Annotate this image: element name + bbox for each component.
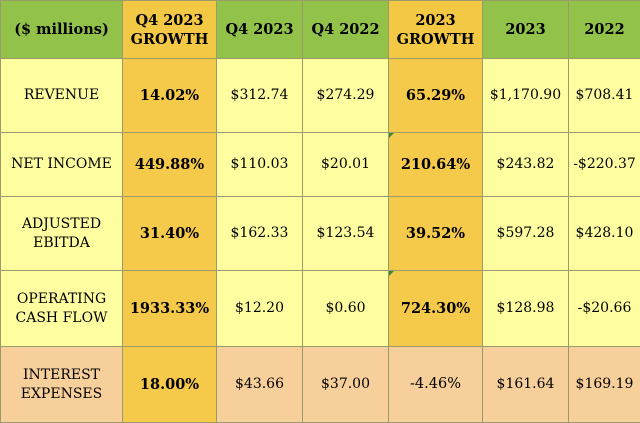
cell-q4-2023: $110.03 [217,133,303,197]
cell-2023-growth: -4.46% [389,347,483,423]
cell-q4-growth: 1933.33% [123,271,217,347]
cell-q4-2022: $274.29 [303,59,389,133]
cell-2023: $1,170.90 [483,59,569,133]
header-2023: 2023 [483,1,569,59]
cell-q4-growth: 31.40% [123,197,217,271]
header-q4-2023: Q4 2023 [217,1,303,59]
table-row-net-income: NET INCOME 449.88% $110.03 $20.01 210.64… [1,133,640,197]
header-label: ($ millions) [1,1,123,59]
cell-2023-growth: 65.29% [389,59,483,133]
row-label: NET INCOME [1,133,123,197]
header-q4-2023-growth: Q4 2023 GROWTH [123,1,217,59]
row-label: INTEREST EXPENSES [1,347,123,423]
cell-q4-2023: $43.66 [217,347,303,423]
cell-2022: -$220.37 [569,133,640,197]
header-2022: 2022 [569,1,640,59]
table-row-operating-cash-flow: OPERATING CASH FLOW 1933.33% $12.20 $0.6… [1,271,640,347]
table-row-adjusted-ebitda: ADJUSTED EBITDA 31.40% $162.33 $123.54 3… [1,197,640,271]
cell-2022: -$20.66 [569,271,640,347]
cell-2023: $161.64 [483,347,569,423]
cell-2022: $708.41 [569,59,640,133]
cell-2022: $169.19 [569,347,640,423]
cell-q4-2023: $12.20 [217,271,303,347]
cell-2023: $128.98 [483,271,569,347]
cell-2022: $428.10 [569,197,640,271]
table-row-interest-expenses: INTEREST EXPENSES 18.00% $43.66 $37.00 -… [1,347,640,423]
table-row-revenue: REVENUE 14.02% $312.74 $274.29 65.29% $1… [1,59,640,133]
header-2023-growth: 2023 GROWTH [389,1,483,59]
row-label: OPERATING CASH FLOW [1,271,123,347]
row-label: REVENUE [1,59,123,133]
cell-q4-2022: $20.01 [303,133,389,197]
cell-q4-2022: $0.60 [303,271,389,347]
cell-2023-growth: 210.64% [389,133,483,197]
header-q4-2022: Q4 2022 [303,1,389,59]
cell-2023-growth: 724.30% [389,271,483,347]
cell-2023: $597.28 [483,197,569,271]
cell-2023: $243.82 [483,133,569,197]
cell-q4-growth: 14.02% [123,59,217,133]
cell-q4-2023: $312.74 [217,59,303,133]
cell-q4-2022: $37.00 [303,347,389,423]
cell-2023-growth: 39.52% [389,197,483,271]
cell-q4-2022: $123.54 [303,197,389,271]
cell-q4-growth: 449.88% [123,133,217,197]
header-row: ($ millions) Q4 2023 GROWTH Q4 2023 Q4 2… [1,1,640,59]
row-label: ADJUSTED EBITDA [1,197,123,271]
cell-q4-2023: $162.33 [217,197,303,271]
cell-q4-growth: 18.00% [123,347,217,423]
